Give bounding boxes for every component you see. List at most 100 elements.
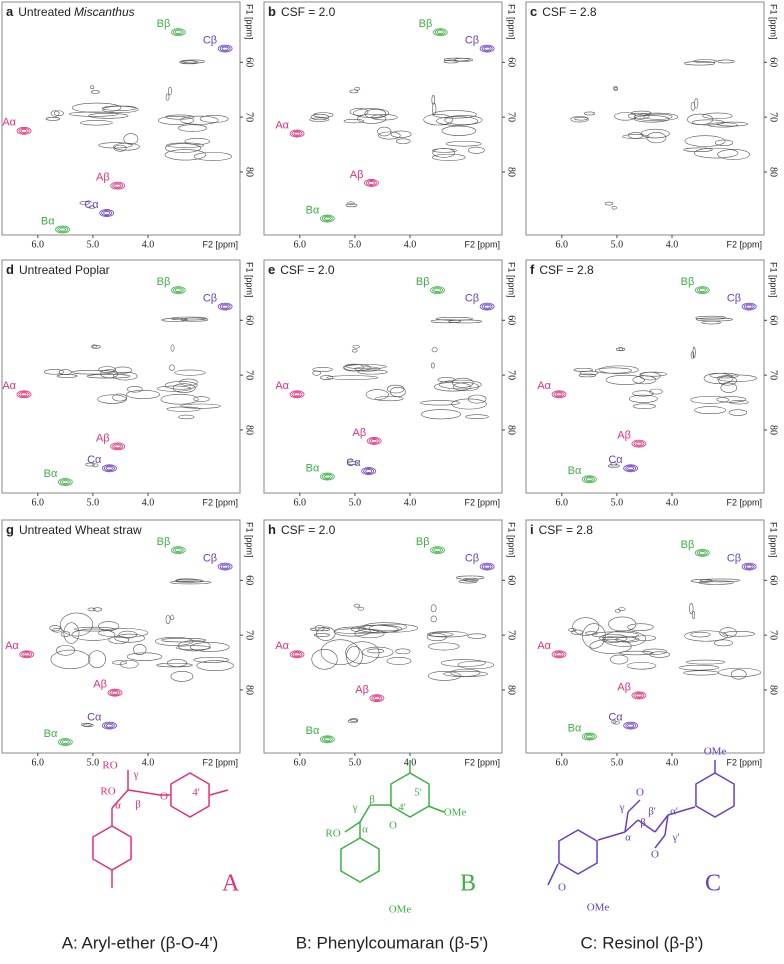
contour xyxy=(90,90,100,94)
contour xyxy=(430,319,462,324)
contour xyxy=(312,370,321,376)
peak-label: Bα xyxy=(44,728,58,740)
contour xyxy=(693,59,718,63)
title-text: Untreated xyxy=(18,5,71,19)
y-tick-label: 80 xyxy=(506,685,517,695)
peak-contour xyxy=(21,651,33,658)
contour xyxy=(347,461,358,465)
panel-letter: e xyxy=(268,262,275,277)
peak-contour xyxy=(633,692,645,699)
atom-label: γ xyxy=(619,802,625,814)
contour xyxy=(703,372,734,384)
peak-contour xyxy=(585,477,593,482)
bond xyxy=(624,811,629,833)
contour xyxy=(632,403,656,410)
contour xyxy=(452,377,474,388)
peak-label: Bβ xyxy=(157,276,171,288)
y-tick-label: 70 xyxy=(506,370,517,380)
bond xyxy=(344,821,361,833)
bond xyxy=(654,814,669,833)
peak-label: Bβ xyxy=(681,539,695,551)
contour xyxy=(690,631,711,638)
peak-label: Bα xyxy=(306,725,320,737)
contour xyxy=(193,657,230,663)
plot-frame xyxy=(1,519,241,754)
peak-contour xyxy=(369,694,385,703)
peak-contour xyxy=(481,563,493,570)
contour xyxy=(589,638,632,654)
peak-contour xyxy=(479,302,495,311)
peak-contour xyxy=(553,391,565,398)
contour xyxy=(349,89,359,94)
structure-caption: C: Resinol (β-β') xyxy=(581,933,704,952)
peak-contour xyxy=(221,564,229,569)
contour xyxy=(684,135,726,147)
peak-label: Bα xyxy=(568,722,582,734)
contour xyxy=(345,203,358,208)
x-axis-label: F2 [ppm] xyxy=(726,757,762,767)
peak-contour xyxy=(55,225,71,234)
panel-title: i CSF = 2.8 xyxy=(530,522,593,537)
peak-contour xyxy=(18,127,30,134)
contour xyxy=(679,664,720,671)
contour xyxy=(440,659,486,667)
peak-contour xyxy=(745,564,753,569)
peak-contour xyxy=(109,689,121,696)
contour xyxy=(599,633,628,643)
contour xyxy=(692,346,696,359)
contour xyxy=(701,320,721,325)
contour xyxy=(426,633,447,642)
peak-label: Aβ xyxy=(96,432,110,444)
peak-contour xyxy=(635,441,643,446)
peak-contour xyxy=(432,28,448,37)
contour xyxy=(354,629,385,639)
x-tick-label: 4.0 xyxy=(666,757,679,768)
peak-contour xyxy=(696,549,708,556)
contour xyxy=(630,110,652,116)
peak-contour xyxy=(430,546,445,555)
contour xyxy=(113,142,140,151)
contour xyxy=(86,374,131,379)
peak-contour xyxy=(366,180,377,186)
peak-label: Bα xyxy=(44,468,58,480)
contour xyxy=(196,660,234,671)
peak-contour xyxy=(289,390,305,399)
atom-label: RO xyxy=(325,828,340,840)
contour xyxy=(93,607,103,612)
contour xyxy=(363,622,407,632)
contour xyxy=(687,113,714,125)
y-tick-label: 70 xyxy=(244,370,255,380)
contour xyxy=(683,670,719,676)
plot-frame xyxy=(525,259,765,494)
peak-contour xyxy=(170,286,186,295)
contour xyxy=(177,640,211,652)
contour xyxy=(615,347,626,352)
atom-label: γ' xyxy=(672,832,680,844)
contour xyxy=(574,116,588,121)
contour xyxy=(91,344,97,349)
contour xyxy=(614,112,637,121)
contour xyxy=(320,639,360,665)
peak-contour xyxy=(696,287,708,294)
peak-contour xyxy=(694,286,710,295)
peak-label: Cβ xyxy=(727,553,741,565)
contour xyxy=(333,626,371,637)
contour xyxy=(374,396,404,402)
contour xyxy=(114,633,146,643)
y-axis-label: F1 [ppm] xyxy=(507,262,517,298)
contour xyxy=(97,394,127,404)
peak-contour xyxy=(174,548,182,553)
contour xyxy=(463,577,479,582)
contour xyxy=(609,654,629,665)
nmr-panel: d Untreated Poplar Aα Aβ Bα Bβ Cα Cβ 6.0 5.0 4.0 F2… xyxy=(1,259,255,508)
peak-contour xyxy=(221,46,229,51)
panel-title: h CSF = 2.0 xyxy=(268,522,336,537)
ring xyxy=(340,837,380,883)
panel-letter: i xyxy=(530,522,534,537)
peak-contour xyxy=(112,182,124,189)
contour xyxy=(690,395,730,404)
structure-caption: A: Aryl-ether (β-O-4') xyxy=(62,933,219,952)
contour xyxy=(627,112,650,120)
contour xyxy=(111,660,128,665)
contour xyxy=(695,315,727,320)
